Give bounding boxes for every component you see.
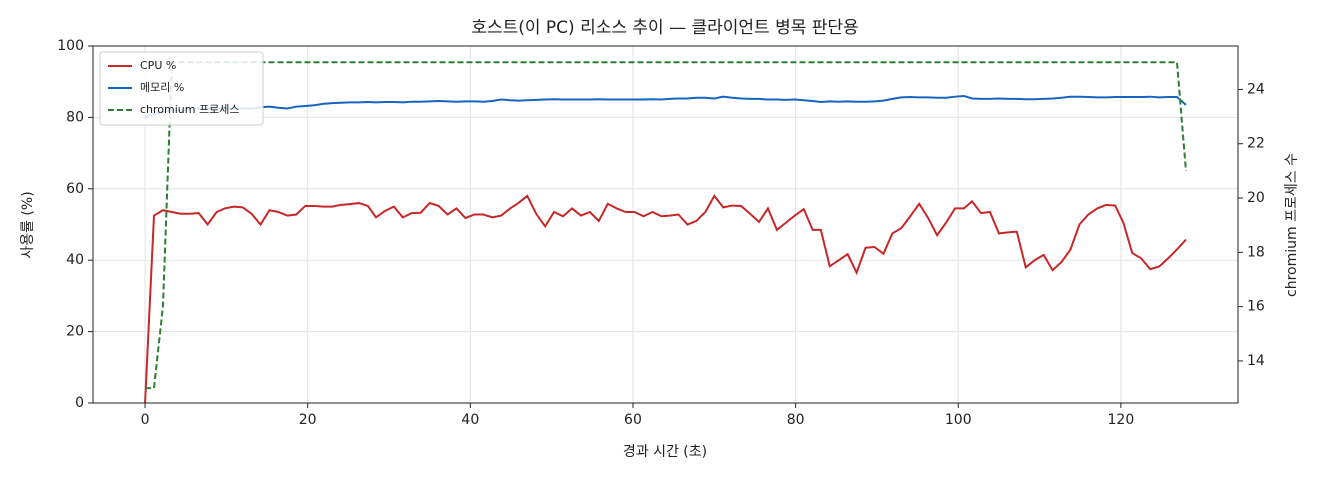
x-tick-label: 100 <box>945 412 972 428</box>
x-tick-label: 120 <box>1108 412 1135 428</box>
chart-title: 호스트(이 PC) 리소스 추이 — 클라이언트 병목 판단용 <box>471 18 858 38</box>
plot-frame <box>92 45 1239 404</box>
y-tick-label: 60 <box>66 181 84 197</box>
y-tick-label: 100 <box>57 38 84 54</box>
x-tick-label: 0 <box>141 412 150 428</box>
legend: CPU % 메모리 % chromium 프로세스 <box>99 51 264 126</box>
y2-tick-label: 16 <box>1247 299 1265 315</box>
x-axis-label: 경과 시간 (초) <box>623 444 707 460</box>
y2-tick-label: 18 <box>1247 244 1265 260</box>
x-tick-label: 60 <box>624 412 642 428</box>
x-tick-label: 80 <box>787 412 805 428</box>
y2-tick-label: 20 <box>1247 190 1265 206</box>
y2-axis-label: chromium 프로세스 수 <box>1284 153 1300 297</box>
x-tick-label: 20 <box>299 412 317 428</box>
legend-label: CPU % <box>140 59 176 72</box>
y2-tick-label: 14 <box>1247 353 1265 369</box>
y-tick-label: 80 <box>66 109 84 125</box>
y2-tick-label: 22 <box>1247 136 1265 152</box>
y-tick-label: 0 <box>75 395 84 411</box>
legend-label: chromium 프로세스 <box>140 103 239 116</box>
y2-tick-label: 24 <box>1247 81 1265 97</box>
legend-box <box>99 51 264 126</box>
y-axis-label: 사용률 (%) <box>20 191 36 258</box>
x-tick-label: 40 <box>461 412 479 428</box>
y-tick-label: 20 <box>66 324 84 340</box>
legend-label: 메모리 % <box>140 81 184 94</box>
series-line <box>145 61 1187 390</box>
y-tick-label: 40 <box>66 252 84 268</box>
series-line <box>144 194 1187 404</box>
series-line <box>144 94 1187 119</box>
